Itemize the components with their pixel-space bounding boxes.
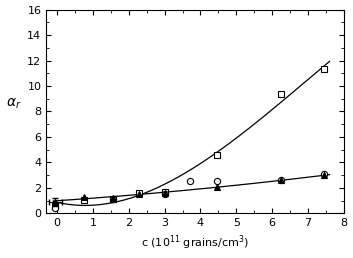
Y-axis label: $\alpha_r$: $\alpha_r$	[6, 97, 21, 111]
X-axis label: c (10$^{11}$ grains/cm$^3$): c (10$^{11}$ grains/cm$^3$)	[141, 234, 249, 252]
